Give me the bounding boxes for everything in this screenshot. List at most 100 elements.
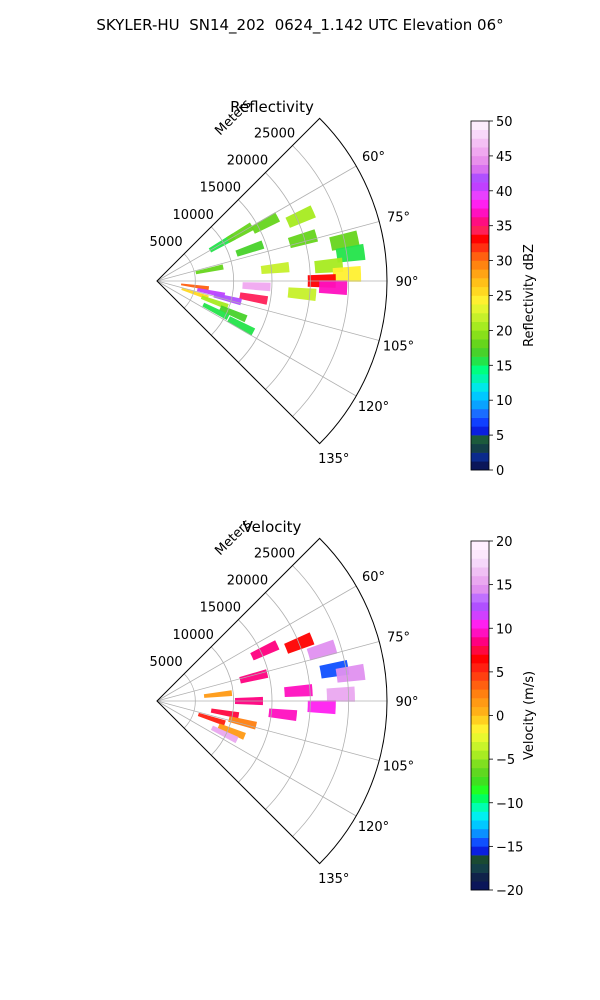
colorbar-swatch <box>471 365 489 375</box>
colorbar-swatch <box>471 155 489 165</box>
echo-layer <box>180 205 366 336</box>
colorbar-swatch <box>471 199 489 209</box>
range-tick-label: 5000 <box>150 235 183 250</box>
colorbar-swatch <box>471 715 489 725</box>
colorbar-swatch <box>471 610 489 620</box>
sector-frame <box>156 537 388 865</box>
colorbar-swatch <box>471 173 489 183</box>
colorbar-tick-label: 30 <box>496 255 513 270</box>
colorbar: 0 5 10 15 20 25 30 35 40 45 50 Reflectivity dBZ <box>470 115 537 479</box>
colorbar-swatch <box>471 724 489 734</box>
colorbar-tick-label: −10 <box>496 797 523 812</box>
echo-cell <box>326 686 355 702</box>
theta-tick-label: 120° <box>358 400 389 415</box>
colorbar-swatch <box>471 863 489 873</box>
colorbar-swatch <box>471 312 489 322</box>
echo-cell <box>242 282 271 292</box>
colorbar-tick-label: 35 <box>496 220 513 235</box>
colorbar-swatch <box>471 619 489 629</box>
colorbar-swatch <box>471 759 489 769</box>
colorbar-swatch <box>471 443 489 453</box>
echo-layer <box>197 632 366 744</box>
colorbar-swatch <box>471 330 489 340</box>
colorbar-tick-label: 20 <box>496 535 513 550</box>
colorbar-swatch <box>471 164 489 174</box>
chart-title: Velocity <box>243 518 302 536</box>
colorbar-label: Reflectivity dBZ <box>522 244 537 347</box>
range-tick-label: 20000 <box>227 154 268 169</box>
chart-title: Reflectivity <box>230 98 314 116</box>
echo-cell <box>335 243 366 263</box>
colorbar-label: Velocity (m/s) <box>522 671 537 760</box>
colorbar-tick-label: 45 <box>496 150 513 165</box>
theta-tick-label: 90° <box>395 695 418 710</box>
colorbar-swatch <box>471 321 489 331</box>
echo-cell <box>195 264 224 275</box>
echo-cell <box>239 669 269 684</box>
colorbar-swatch <box>471 767 489 777</box>
colorbar-swatch <box>471 549 489 559</box>
colorbar-swatch <box>471 593 489 603</box>
colorbar-swatch <box>471 628 489 638</box>
colorbar-swatch <box>471 461 489 471</box>
colorbar-tick-label: 0 <box>496 710 504 725</box>
sector-frame <box>156 117 388 445</box>
theta-tick-label: 135° <box>318 452 349 467</box>
radial-gridline <box>156 585 357 702</box>
colorbar-swatch <box>471 391 489 401</box>
range-tick-label: 20000 <box>227 574 268 589</box>
echo-cell <box>210 725 239 744</box>
colorbar-swatch <box>471 663 489 673</box>
colorbar-swatch <box>471 400 489 410</box>
theta-tick-label: 60° <box>362 150 385 165</box>
range-tick-label: 25000 <box>254 126 295 141</box>
echo-cell <box>203 690 233 698</box>
colorbar-swatch <box>471 356 489 366</box>
colorbar-swatch <box>471 837 489 847</box>
range-tick-label: 15000 <box>200 181 241 196</box>
echo-cell <box>306 639 338 661</box>
colorbar-tick-label: 20 <box>496 324 513 339</box>
colorbar-swatch <box>471 584 489 594</box>
radial-gridline <box>156 700 380 761</box>
echo-cell <box>210 708 240 719</box>
echo-cell <box>197 712 226 726</box>
colorbar-swatch <box>471 417 489 427</box>
colorbar-swatch <box>471 732 489 742</box>
colorbar-swatch <box>471 541 489 551</box>
colorbar-swatch <box>471 636 489 646</box>
polar-chart-reflectivity: 60° 75° 90° 105° 120° 135° 5000 10000 15000 20000… <box>150 97 537 479</box>
theta-tick-label: 60° <box>362 570 385 585</box>
range-tick-label: 5000 <box>150 655 183 670</box>
colorbar-tick-label: 15 <box>496 359 513 374</box>
colorbar-swatch <box>471 129 489 139</box>
echo-cell <box>217 723 246 740</box>
colorbar-tick-label: 25 <box>496 290 513 305</box>
echo-cell <box>285 205 316 228</box>
theta-tick-label: 105° <box>383 340 414 355</box>
echo-cell <box>284 684 313 697</box>
colorbar-tick-label: 5 <box>496 666 504 681</box>
colorbar-swatch <box>471 846 489 856</box>
colorbar-swatch <box>471 286 489 296</box>
colorbar-swatch <box>471 225 489 235</box>
colorbar-swatch <box>471 374 489 384</box>
echo-cell <box>227 316 256 336</box>
colorbar-swatch <box>471 269 489 279</box>
colorbar-swatch <box>471 828 489 838</box>
radial-gridline <box>156 641 380 702</box>
range-tick-label: 10000 <box>173 208 214 223</box>
colorbar-swatch <box>471 567 489 577</box>
range-tick-label: 25000 <box>254 546 295 561</box>
echo-cell <box>250 640 280 661</box>
colorbar-swatch <box>471 881 489 891</box>
colorbar-swatch <box>471 435 489 445</box>
colorbar-swatch <box>471 785 489 795</box>
range-tick-label: 10000 <box>173 628 214 643</box>
echo-cell <box>332 266 362 282</box>
echo-cell <box>228 716 258 730</box>
colorbar-swatch <box>471 706 489 716</box>
colorbar-swatch <box>471 208 489 218</box>
echo-cell <box>287 229 319 249</box>
colorbar-tick-label: 15 <box>496 579 513 594</box>
